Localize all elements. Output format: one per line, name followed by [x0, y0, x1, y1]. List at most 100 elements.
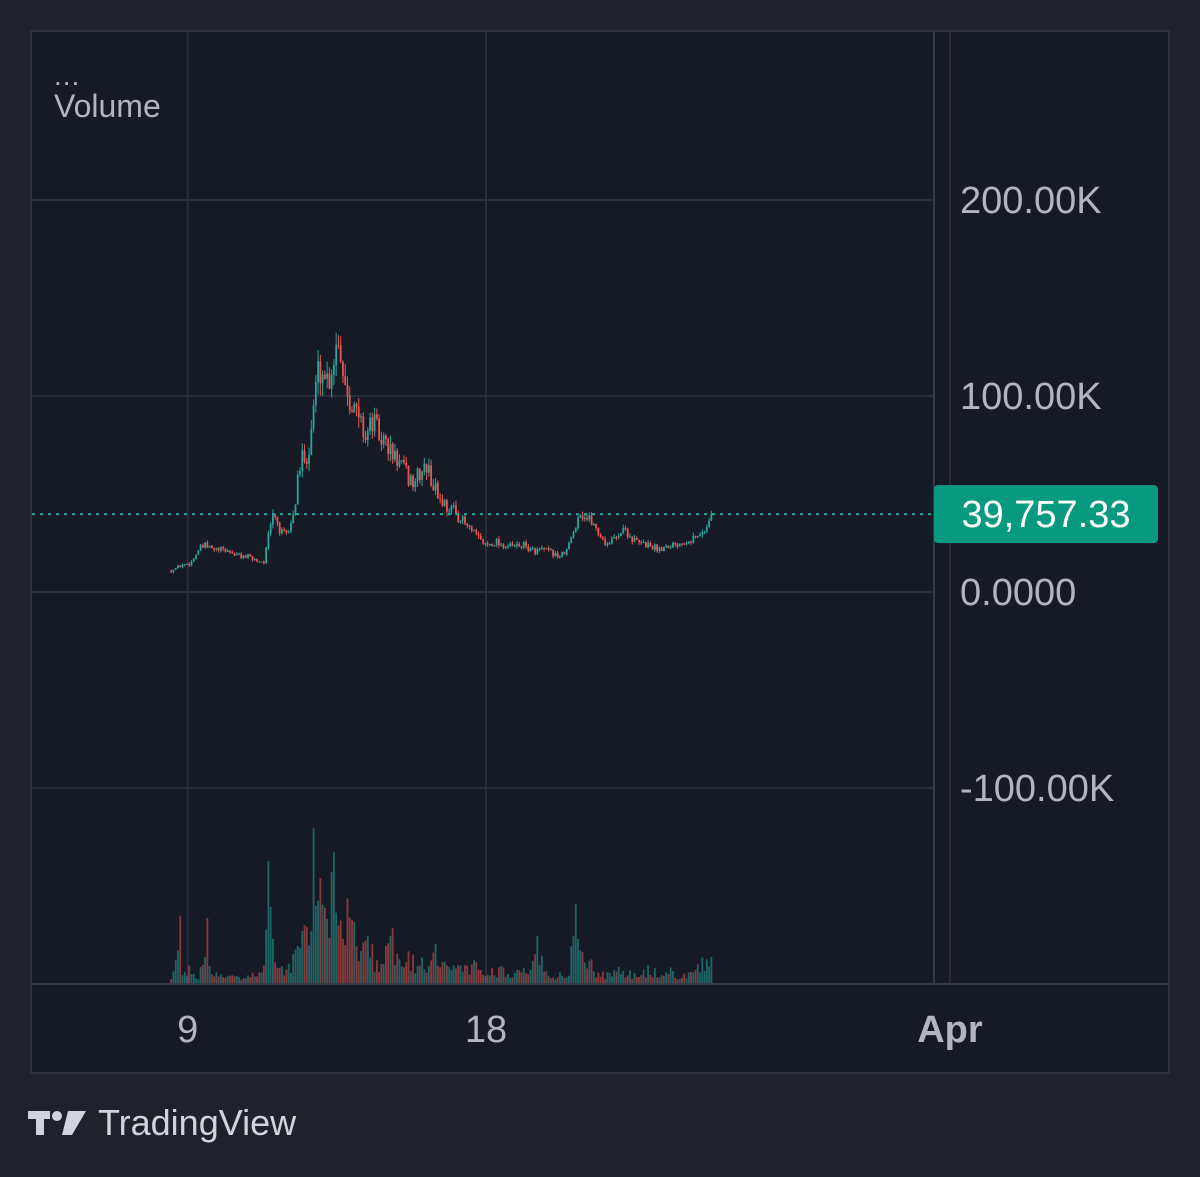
volume-bar [281, 966, 283, 984]
volume-bar [387, 943, 390, 984]
volume-bar [369, 957, 371, 984]
volume-bar [389, 935, 392, 984]
candle-body [364, 437, 367, 441]
volume-bar [581, 951, 584, 984]
candle-body [355, 403, 358, 407]
candle-body [559, 556, 561, 558]
candle-body [317, 361, 319, 383]
candle-body [346, 385, 349, 396]
volume-bar [384, 946, 387, 984]
volume-bar [197, 979, 200, 984]
candle-body [357, 406, 360, 418]
candle-body [665, 545, 668, 548]
candle-body [493, 545, 496, 547]
candle-body [511, 543, 514, 547]
volume-bar [570, 946, 573, 984]
candle-body [583, 517, 586, 520]
volume-bar [452, 965, 455, 984]
candle-body [570, 537, 573, 543]
candle-body [552, 549, 555, 557]
candle-body [177, 565, 179, 569]
candle-body [238, 554, 240, 556]
candle-body [201, 545, 204, 548]
candle-body [516, 544, 518, 546]
volume-bar [262, 965, 265, 984]
volume-bar [495, 977, 498, 984]
volume-bar [484, 976, 487, 984]
volume-bar [590, 959, 593, 984]
volume-series [170, 827, 713, 984]
volume-bar [396, 953, 399, 984]
volume-bar [549, 978, 552, 984]
candle-body [565, 549, 568, 555]
last-price-label: 39,757.33 [961, 494, 1130, 536]
volume-bar [529, 970, 532, 984]
volume-bar [450, 970, 453, 984]
candle-body [283, 529, 286, 531]
branding[interactable]: TradingView [28, 1102, 296, 1144]
volume-bar [493, 975, 496, 984]
candle-body [588, 515, 591, 520]
candle-body [703, 531, 706, 533]
candle-body [192, 558, 195, 562]
candle-body [382, 435, 385, 445]
candle-body [574, 527, 577, 533]
volume-bar [364, 940, 367, 984]
volume-bar [305, 926, 308, 984]
candle-body [333, 364, 335, 375]
candle-body [676, 544, 679, 547]
volume-bar [337, 925, 340, 984]
volume-bar [195, 978, 197, 984]
volume-bar [613, 969, 616, 984]
candle-body [482, 539, 484, 544]
volume-bar [667, 974, 670, 984]
candle-body [281, 529, 283, 534]
candle-body [351, 410, 353, 413]
volume-bar [285, 969, 288, 984]
candle-body [455, 505, 457, 515]
volume-bar [362, 942, 365, 984]
volume-bar [201, 964, 204, 984]
candle-body [601, 537, 604, 540]
volume-bar [601, 971, 604, 984]
candle-body [457, 514, 460, 523]
candle-body [217, 548, 220, 551]
candle-body [319, 361, 322, 384]
chart-frame[interactable]: 300.00K200.00K100.00K0.0000-100.00K918Ap… [30, 30, 1170, 1074]
volume-bar [599, 976, 602, 984]
candle-body [170, 570, 173, 573]
volume-bar [283, 975, 286, 984]
candle-body [486, 543, 489, 545]
volume-bar [412, 954, 414, 984]
volume-bar [421, 957, 423, 984]
candle-body [470, 527, 473, 531]
volume-bar [301, 930, 304, 984]
y-tick-label: -100.00K [960, 768, 1114, 810]
candle-body [305, 461, 308, 464]
candle-body [549, 549, 552, 551]
volume-bar [204, 957, 206, 984]
volume-bar [249, 977, 252, 984]
legend-collapse-toggle[interactable]: ... [54, 60, 81, 91]
candle-body [577, 517, 579, 528]
legend-volume-label[interactable]: Volume [54, 88, 161, 124]
candle-body [705, 527, 708, 532]
candle-body [527, 546, 530, 552]
candle-body [360, 416, 362, 418]
candle-body [423, 463, 426, 472]
candle-body [468, 525, 471, 528]
volume-bar [317, 900, 319, 984]
candle-body [592, 523, 595, 526]
volume-bar [669, 967, 672, 984]
volume-bar [538, 965, 541, 984]
volume-bar [561, 975, 564, 984]
candle-body [204, 542, 206, 548]
candle-body [262, 561, 265, 564]
chart-canvas[interactable]: 300.00K200.00K100.00K0.0000-100.00K918Ap… [32, 32, 1170, 1074]
candle-body [538, 548, 541, 550]
candle-body [581, 515, 584, 520]
candle-body [649, 542, 652, 547]
candle-body [301, 450, 304, 471]
candle-body [678, 543, 681, 547]
candle-body [561, 551, 564, 557]
